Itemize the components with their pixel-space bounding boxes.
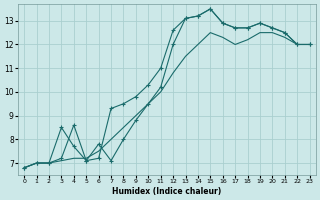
X-axis label: Humidex (Indice chaleur): Humidex (Indice chaleur) [112,187,221,196]
